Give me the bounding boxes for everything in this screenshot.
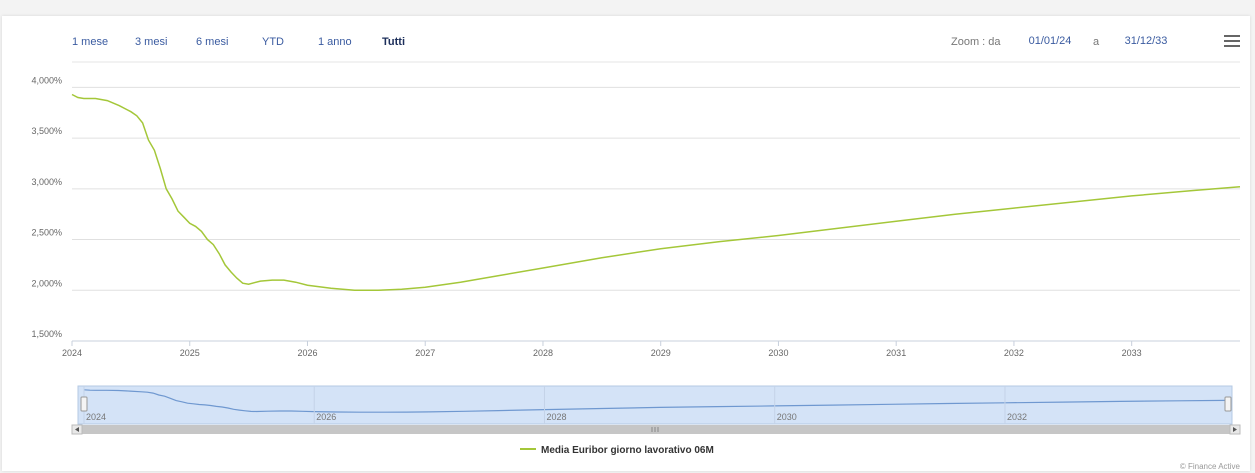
- navigator-tick-label: 2030: [777, 412, 797, 422]
- x-tick-label: 2028: [533, 348, 553, 358]
- y-tick-label: 2,000%: [31, 278, 62, 288]
- zoom-label: Zoom : da: [951, 36, 1001, 48]
- x-tick-label: 2032: [1004, 348, 1024, 358]
- range-button-tutti[interactable]: Tutti: [382, 36, 406, 48]
- y-tick-label: 1,500%: [31, 329, 62, 339]
- navigator-series-line: [83, 389, 1227, 413]
- x-tick-label: 2025: [180, 348, 200, 358]
- x-tick-label: 2033: [1122, 348, 1142, 358]
- zoom-separator: a: [1093, 36, 1100, 48]
- x-tick-label: 2024: [62, 348, 82, 358]
- legend[interactable]: Media Euribor giorno lavorativo 06M: [520, 445, 714, 456]
- navigator[interactable]: 2024 2026 2028 2030 2032: [71, 385, 1241, 435]
- x-tick-label: 2026: [297, 348, 317, 358]
- range-button-3-mesi[interactable]: 3 mesi: [135, 36, 168, 48]
- zoom-from-input[interactable]: [1019, 32, 1081, 50]
- x-tick-label: 2027: [415, 348, 435, 358]
- range-button-6-mesi[interactable]: 6 mesi: [196, 36, 229, 48]
- navigator-scrollbar[interactable]: [72, 425, 1240, 434]
- y-tick-label: 3,000%: [31, 177, 62, 187]
- scroll-left-icon: [75, 427, 79, 432]
- range-button-1-mese[interactable]: 1 mese: [72, 36, 109, 48]
- zoom-to-input[interactable]: [1115, 32, 1177, 50]
- axes: 1,500% 2,000% 2,500% 3,000% 3,500% 4,000% 2024…: [31, 75, 1240, 358]
- y-tick-label: 3,500%: [31, 126, 62, 136]
- scroll-right-icon: [1233, 427, 1237, 432]
- range-button-1-anno[interactable]: 1 anno: [318, 36, 352, 48]
- navigator-right-handle[interactable]: [1224, 396, 1232, 412]
- navigator-tick-label: 2028: [546, 412, 566, 422]
- navigator-left-handle[interactable]: [80, 396, 88, 412]
- x-tick-label: 2031: [886, 348, 906, 358]
- series: [71, 93, 1241, 292]
- navigator-tick-label: 2024: [86, 412, 106, 422]
- hamburger-menu-icon[interactable]: [1222, 33, 1242, 49]
- range-button-ytd[interactable]: YTD: [262, 36, 284, 48]
- navigator-tick-label: 2026: [316, 412, 336, 422]
- grid: [72, 61, 1240, 342]
- navigator-selection[interactable]: [77, 385, 1233, 425]
- x-tick-label: 2030: [768, 348, 788, 358]
- series-line[interactable]: [71, 93, 1241, 292]
- credit-text[interactable]: © Finance Active: [1180, 462, 1241, 471]
- legend-item-label[interactable]: Media Euribor giorno lavorativo 06M: [541, 445, 714, 456]
- navigator-tick-label: 2032: [1007, 412, 1027, 422]
- y-tick-label: 4,000%: [31, 75, 62, 85]
- x-tick-label: 2029: [651, 348, 671, 358]
- y-tick-label: 2,500%: [31, 228, 62, 238]
